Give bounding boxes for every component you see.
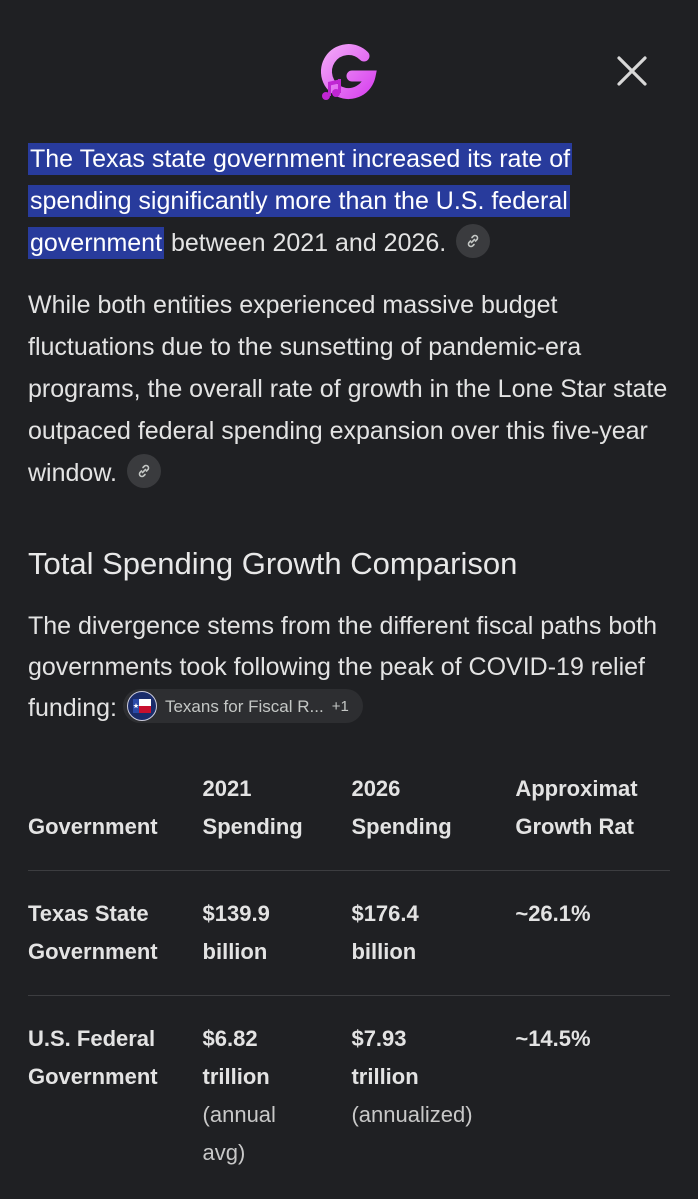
gemini-g-music-icon bbox=[318, 42, 382, 102]
cell-growth-rate: ~26.1% bbox=[515, 901, 591, 926]
cell-2021-spending: $139.9 billion bbox=[202, 901, 270, 964]
cell-government: Texas State Government bbox=[28, 901, 158, 964]
cell-growth-rate: ~14.5% bbox=[515, 1026, 591, 1051]
section-paragraph: The divergence stems from the different … bbox=[28, 606, 678, 729]
header-2026-spending: 2026 Spending bbox=[351, 776, 452, 839]
section-paragraph-text: The divergence stems from the different … bbox=[28, 612, 658, 722]
body-paragraph: While both entities experienced massive … bbox=[28, 284, 678, 494]
close-icon bbox=[617, 56, 647, 86]
header-2021-spending: 2021 Spending bbox=[202, 776, 303, 839]
table-scroll-area[interactable]: Government 2021 Spending 2026 Spending App… bbox=[0, 0, 670, 1199]
response-content: The Texas state government increased its… bbox=[28, 138, 678, 729]
body-paragraph-text: While both entities experienced massive … bbox=[28, 291, 668, 487]
source-chip-label: Texans for Fiscal R... bbox=[164, 696, 324, 716]
link-icon bbox=[467, 235, 479, 248]
table-header-row: Government 2021 Spending 2026 Spending App… bbox=[28, 770, 670, 871]
link-icon bbox=[138, 465, 150, 478]
source-link-chip[interactable] bbox=[456, 224, 491, 259]
cell-government: U.S. Federal Government bbox=[28, 1026, 158, 1089]
close-button[interactable] bbox=[613, 52, 651, 90]
intro-rest-text: between 2021 and 2026. bbox=[164, 229, 447, 257]
table-row: Texas State Government $139.9 billion $176… bbox=[28, 870, 670, 996]
cell-2026-spending: $7.93 trillion (annualized) bbox=[351, 1026, 473, 1127]
source-link-chip[interactable] bbox=[126, 454, 161, 489]
comparison-table: Government 2021 Spending 2026 Spending App… bbox=[28, 770, 670, 1196]
cell-2026-spending: $176.4 billion bbox=[351, 901, 419, 964]
texas-flag-icon bbox=[126, 691, 157, 722]
header-government: Government bbox=[28, 814, 158, 839]
source-chip[interactable]: Texans for Fiscal R... +1 bbox=[122, 689, 363, 724]
table-row: U.S. Federal Government $6.82 trillion (ann… bbox=[28, 995, 670, 1197]
intro-paragraph: The Texas state government increased its… bbox=[28, 138, 678, 264]
cell-2021-spending: $6.82 trillion (annual avg) bbox=[202, 1026, 276, 1165]
source-chip-count: +1 bbox=[331, 697, 349, 715]
section-heading: Total Spending Growth Comparison bbox=[28, 546, 518, 581]
header-growth-rate: Approximat Growth Rat bbox=[515, 776, 638, 839]
